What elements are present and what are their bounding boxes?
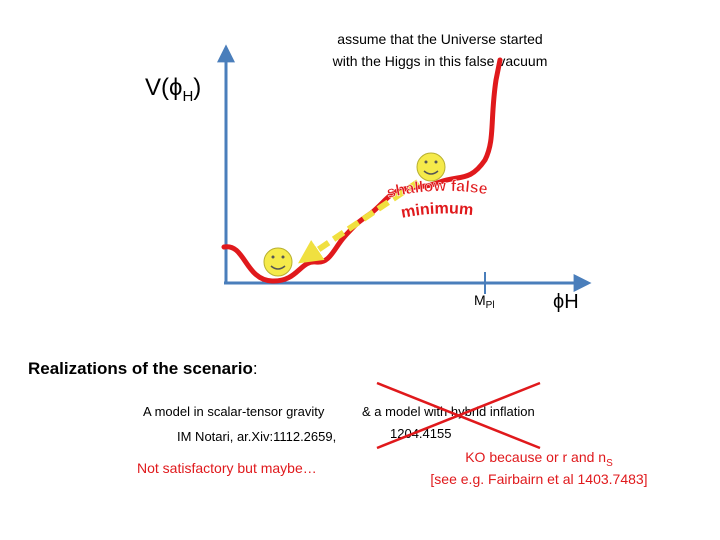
- model-text: IM Notari, ar.Xiv:1112.2659,: [177, 429, 336, 444]
- model-text: A model in scalar-tensor gravity: [143, 404, 325, 419]
- curved-label: shallow false: [385, 178, 489, 202]
- smiley: [416, 152, 446, 182]
- tunneling-arrow: [298, 179, 420, 264]
- planck-label: MPl: [474, 292, 495, 311]
- curved-label: minimum: [400, 200, 474, 221]
- annotation: assume that the Universe started: [337, 31, 542, 47]
- reference: [see e.g. Fairbairn et al 1403.7483]: [430, 471, 647, 487]
- cross-out: [376, 381, 541, 450]
- section-title: Realizations of the scenario:: [28, 359, 258, 378]
- annotation: with the Higgs in this false vacuum: [332, 53, 548, 69]
- model-note: Not satisfactory but maybe…: [137, 460, 317, 476]
- smiley: [263, 247, 293, 277]
- potential-curve: [221, 57, 503, 284]
- ko-note: KO because or r and nS: [465, 449, 613, 469]
- x-axis-label: ϕH: [553, 291, 579, 313]
- y-axis-label: V(ϕH): [145, 74, 201, 105]
